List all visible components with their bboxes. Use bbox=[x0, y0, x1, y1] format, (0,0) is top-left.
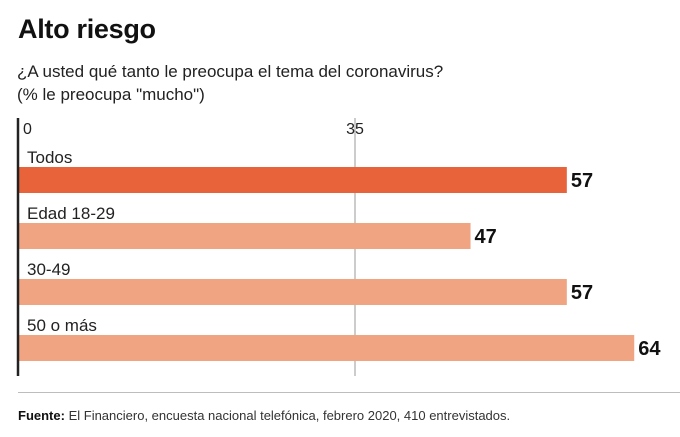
category-label: 30-49 bbox=[27, 260, 70, 279]
subtitle-unit: (% le preocupa "mucho") bbox=[17, 85, 205, 104]
category-label: 50 o más bbox=[27, 316, 97, 335]
category-label: Todos bbox=[27, 148, 72, 167]
chart-title: Alto riesgo bbox=[18, 14, 156, 44]
source-text: El Financiero, encuesta nacional telefón… bbox=[68, 408, 511, 423]
value-label: 57 bbox=[571, 282, 593, 304]
bar bbox=[18, 279, 567, 305]
chart-subtitle: ¿A usted qué tanto le preocupa el tema d… bbox=[17, 60, 443, 106]
value-label: 47 bbox=[475, 226, 497, 248]
bar bbox=[18, 223, 471, 249]
value-label: 64 bbox=[638, 338, 661, 360]
value-label: 57 bbox=[571, 170, 593, 192]
x-tick-label: 35 bbox=[346, 121, 364, 138]
category-label: Edad 18-29 bbox=[27, 204, 115, 223]
bar bbox=[18, 167, 567, 193]
bar bbox=[18, 335, 635, 361]
source-note: Fuente: El Financiero, encuesta nacional… bbox=[18, 408, 510, 423]
footer-divider bbox=[18, 392, 680, 393]
x-tick-label: 0 bbox=[23, 121, 32, 138]
subtitle-question: ¿A usted qué tanto le preocupa el tema d… bbox=[17, 62, 444, 81]
source-label: Fuente: bbox=[18, 408, 65, 423]
